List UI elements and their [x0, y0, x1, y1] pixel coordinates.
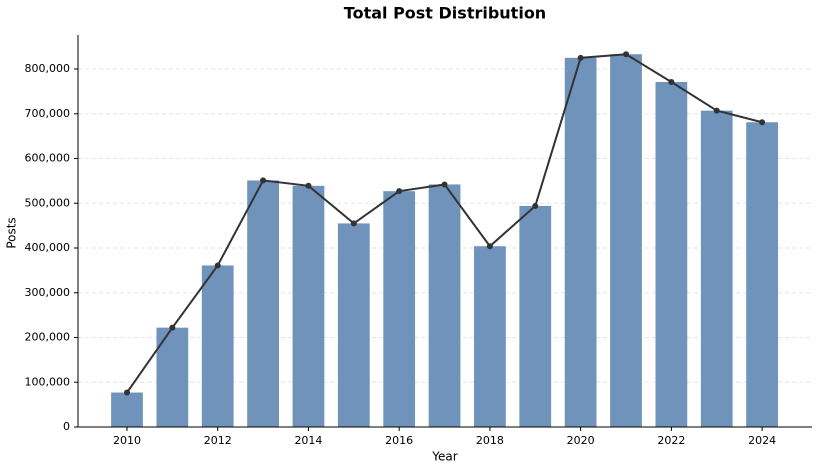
bar [564, 57, 597, 427]
x-tick-label: 2012 [204, 434, 232, 447]
trend-marker [713, 107, 720, 114]
trend-marker [169, 324, 176, 331]
y-tick-label: 700,000 [25, 107, 71, 120]
bar [337, 223, 370, 427]
x-tick-label: 2016 [385, 434, 413, 447]
x-axis-label: Year [431, 450, 457, 464]
y-tick-label: 400,000 [25, 241, 71, 254]
bar [383, 191, 416, 427]
bar [474, 246, 506, 427]
y-tick-label: 300,000 [25, 286, 71, 299]
trend-marker [486, 243, 493, 250]
trend-marker [532, 202, 539, 209]
y-tick-label: 800,000 [25, 62, 71, 75]
x-tick-label: 2014 [294, 434, 322, 447]
y-axis-label: Posts [5, 217, 19, 248]
x-tick-label: 2024 [748, 434, 776, 447]
trend-marker [350, 220, 357, 227]
x-tick-label: 2018 [476, 434, 504, 447]
bar [292, 185, 325, 427]
trend-marker [396, 188, 403, 195]
trend-marker [623, 51, 630, 58]
x-tick-label: 2020 [567, 434, 595, 447]
y-tick-label: 500,000 [25, 196, 71, 209]
bar [519, 205, 552, 427]
trend-marker [759, 119, 766, 126]
x-tick-label: 2010 [113, 434, 141, 447]
bar [428, 184, 461, 427]
bar [610, 54, 642, 428]
bar [655, 81, 688, 427]
trend-marker [305, 182, 312, 189]
chart-title: Total Post Distribution [344, 4, 546, 23]
y-tick-label: 0 [63, 420, 70, 433]
trend-marker [123, 389, 130, 396]
trend-marker [577, 54, 584, 61]
bar [201, 265, 234, 427]
bar [111, 392, 143, 427]
y-tick-label: 100,000 [25, 375, 71, 388]
bar [746, 122, 778, 427]
trend-marker [668, 78, 675, 85]
bar [247, 180, 279, 427]
trend-marker [214, 262, 221, 269]
bar [700, 110, 733, 427]
trend-marker [441, 181, 448, 188]
y-tick-label: 600,000 [25, 152, 71, 165]
trend-marker [260, 177, 267, 184]
x-tick-label: 2022 [657, 434, 685, 447]
y-tick-label: 200,000 [25, 331, 71, 344]
